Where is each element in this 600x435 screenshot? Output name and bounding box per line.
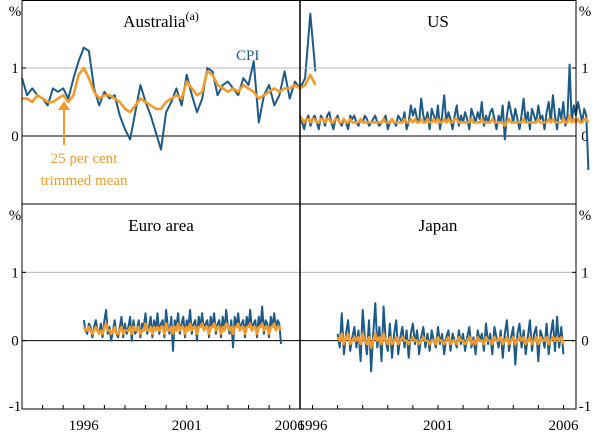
- y-tick-1-euro-area: 1: [11, 265, 19, 281]
- y-tick-0-japan: 0: [581, 334, 589, 350]
- trimmed-mean-series-line-japan: [336, 332, 565, 349]
- x-tick-2001-japan: 2001: [423, 418, 453, 434]
- trimmed-mean-label-line1: 25 per cent: [51, 151, 118, 167]
- panel-title-euro-area: Euro area: [128, 216, 194, 235]
- y-unit-japan: %: [579, 208, 592, 224]
- trimmed-mean-series-line-euro-area: [82, 322, 283, 336]
- cpi-series-line-australia: [21, 12, 317, 151]
- trimmed-mean-pointer-arrow: [58, 101, 70, 110]
- trimmed-mean-series-line-us: [300, 114, 590, 128]
- cpi-label: CPI: [236, 48, 259, 64]
- cpi-series-line-us: [299, 63, 590, 171]
- x-tick-1996-japan: 1996: [298, 418, 329, 434]
- panel-title-text-japan: Japan: [419, 216, 458, 235]
- x-tick-2006-japan: 2006: [548, 418, 579, 434]
- panel-title-footnote-australia: (a): [186, 9, 199, 23]
- y-unit-us: %: [579, 4, 592, 20]
- panel-us: % 1 0 US: [299, 4, 592, 171]
- y-tick--1-euro-area: -1: [9, 399, 22, 415]
- x-tick-2006-euro-area: 2006: [275, 418, 306, 434]
- panel-title-text-us: US: [427, 12, 449, 31]
- y-unit-euro-area: %: [9, 208, 22, 224]
- panel-title-japan: Japan: [419, 216, 458, 235]
- panel-title-text-euro-area: Euro area: [128, 216, 194, 235]
- trimmed-mean-label-line2: trimmed mean: [40, 173, 128, 189]
- y-tick-1-japan: 1: [581, 265, 589, 281]
- x-tick-2001-euro-area: 2001: [172, 418, 202, 434]
- x-tick-1996-euro-area: 1996: [69, 418, 100, 434]
- y-unit-australia: %: [9, 4, 22, 20]
- panel-title-us: US: [427, 12, 449, 31]
- panel-japan: % 1 0 -1 1996 2001 2006 Japan: [298, 208, 592, 434]
- y-tick-1-australia: 1: [11, 61, 19, 77]
- panel-australia: % 1 0 Australia(a) CPI 25 per cent trimmed mea…: [9, 4, 317, 189]
- y-tick--1-japan: -1: [579, 399, 592, 415]
- y-tick-0-us: 0: [581, 129, 589, 145]
- cpi-series-line-japan: [336, 302, 565, 373]
- panel-title-text-australia: Australia: [123, 12, 186, 31]
- y-tick-0-euro-area: 0: [11, 334, 19, 350]
- panel-euro-area: % 1 0 -1 1996 2001 2006 Euro area: [9, 208, 305, 434]
- y-tick-1-us: 1: [581, 61, 589, 77]
- panel-title-australia: Australia(a): [123, 9, 199, 31]
- y-tick-0-australia: 0: [11, 129, 19, 145]
- trimmed-mean-series-line-australia: [22, 66, 317, 114]
- chart-frame: [21, 0, 577, 410]
